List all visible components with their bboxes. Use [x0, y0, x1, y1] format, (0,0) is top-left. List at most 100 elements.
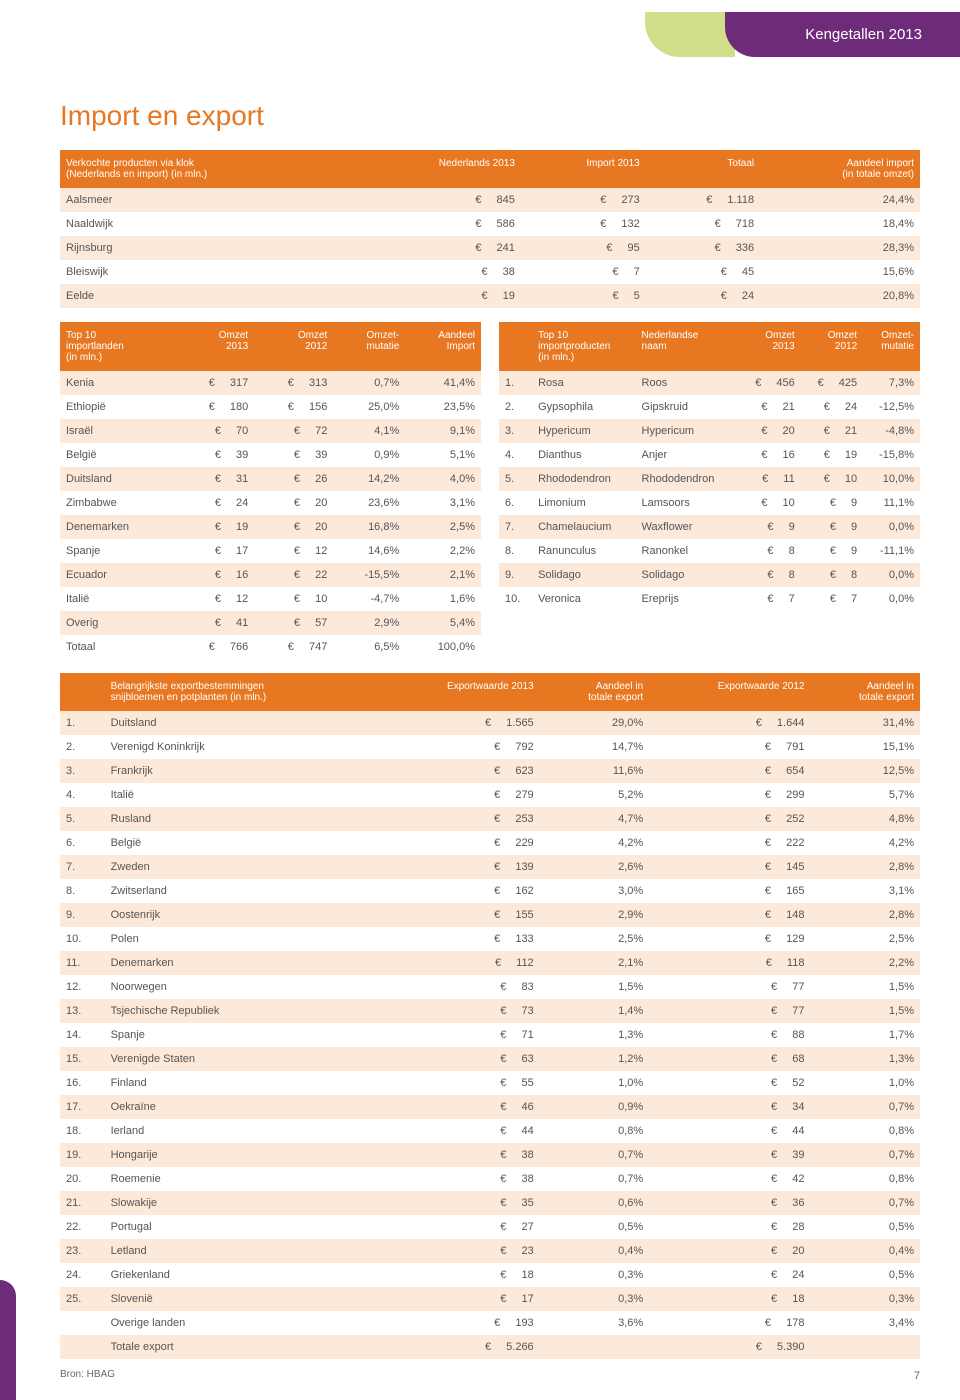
table-cell: Zweden	[105, 855, 379, 879]
table-cell: 12,5%	[810, 759, 920, 783]
table-cell: 21.	[60, 1191, 105, 1215]
table-row: 2.GypsophilaGipskruid€ 21€ 24-12,5%	[499, 395, 920, 419]
table-cell: -4,8%	[863, 419, 920, 443]
table-cell: € 16	[738, 443, 800, 467]
table-cell: € 20	[738, 419, 800, 443]
table-cell: 15.	[60, 1047, 105, 1071]
page-number: 7	[914, 1370, 920, 1382]
table-row: 23.Letland€ 230,4%€ 200,4%	[60, 1239, 920, 1263]
table-cell: 2,6%	[540, 855, 650, 879]
table-cell: 5,4%	[405, 611, 481, 635]
table-cell: 25,0%	[333, 395, 405, 419]
table-cell: België	[105, 831, 379, 855]
table-row: 4.DianthusAnjer€ 16€ 19-15,8%	[499, 443, 920, 467]
table-cell: 14,6%	[333, 539, 405, 563]
table-cell	[810, 1335, 920, 1359]
table-row: 11.Denemarken€ 1122,1%€ 1182,2%	[60, 951, 920, 975]
table-cell: 2,2%	[405, 539, 481, 563]
table-cell: Zwitserland	[105, 879, 379, 903]
table-cell: 3,1%	[405, 491, 481, 515]
table-cell: 18,4%	[760, 212, 920, 236]
table-cell: € 16	[175, 563, 254, 587]
table-cell: € 1.118	[646, 188, 760, 212]
table-row: 2.Verenigd Koninkrijk€ 79214,7%€ 79115,1…	[60, 735, 920, 759]
table-cell: 3,0%	[540, 879, 650, 903]
table-cell: € 52	[649, 1071, 810, 1095]
table-cell: 7,3%	[863, 371, 920, 395]
table-cell: 4.	[499, 443, 532, 467]
table-cell: Oostenrijk	[105, 903, 379, 927]
table-cell: Ranunculus	[532, 539, 635, 563]
table-cell: 3,6%	[540, 1311, 650, 1335]
table-header-cell: Import 2013	[521, 150, 646, 188]
table-cell: 18.	[60, 1119, 105, 1143]
table-cell: Denemarken	[60, 515, 175, 539]
table-cell: € 180	[175, 395, 254, 419]
table-row: Denemarken€ 19€ 2016,8%2,5%	[60, 515, 481, 539]
source-label: Bron: HBAG	[60, 1369, 920, 1380]
table-cell: € 1.565	[378, 711, 539, 735]
table-cell: € 229	[378, 831, 539, 855]
table-cell: 13.	[60, 999, 105, 1023]
table-cell: € 19	[175, 515, 254, 539]
table-cell: Verenigd Koninkrijk	[105, 735, 379, 759]
table-cell: € 73	[378, 999, 539, 1023]
table-row: Overig€ 41€ 572,9%5,4%	[60, 611, 481, 635]
table-cell: 24,4%	[760, 188, 920, 212]
table-cell: 1,5%	[810, 999, 920, 1023]
table-cell: € 747	[254, 635, 333, 659]
table-cell: € 88	[649, 1023, 810, 1047]
table-cell: € 31	[175, 467, 254, 491]
table-cell: € 83	[378, 975, 539, 999]
table-cell: Rosa	[532, 371, 635, 395]
table-cell: € 336	[646, 236, 760, 260]
table-cell: € 5	[521, 284, 646, 308]
table-cell: 0,3%	[540, 1287, 650, 1311]
table-cell: 8.	[499, 539, 532, 563]
table-cell: Overige landen	[105, 1311, 379, 1335]
table-cell: € 41	[175, 611, 254, 635]
table-cell	[60, 1335, 105, 1359]
table-cell: 0,7%	[540, 1143, 650, 1167]
table-row: 25.Slovenië€ 170,3%€ 180,3%	[60, 1287, 920, 1311]
table-cell: Rusland	[105, 807, 379, 831]
table-cell: Lamsoors	[636, 491, 739, 515]
table-cell: € 21	[738, 395, 800, 419]
table-row: 5.RhododendronRhododendron€ 11€ 1010,0%	[499, 467, 920, 491]
table-cell: € 156	[254, 395, 333, 419]
table-cell: € 38	[378, 1143, 539, 1167]
table-cell: 15,6%	[760, 260, 920, 284]
table-cell: € 317	[175, 371, 254, 395]
table-row: Aalsmeer€ 845€ 273€ 1.11824,4%	[60, 188, 920, 212]
table-verkochte-producten: Verkochte producten via klok (Nederlands…	[60, 150, 920, 308]
table-header-cell: Aandeel Import	[405, 322, 481, 371]
table-cell: € 46	[378, 1095, 539, 1119]
table-row: Zimbabwe€ 24€ 2023,6%3,1%	[60, 491, 481, 515]
table-row: 6.België€ 2294,2%€ 2224,2%	[60, 831, 920, 855]
table-cell: 23.	[60, 1239, 105, 1263]
table-cell: Frankrijk	[105, 759, 379, 783]
table-cell: 9,1%	[405, 419, 481, 443]
table-cell: 10.	[60, 927, 105, 951]
bottom-left-accent	[0, 1280, 16, 1400]
table-cell: € 24	[175, 491, 254, 515]
table-row: 20.Roemenie€ 380,7%€ 420,8%	[60, 1167, 920, 1191]
table-cell: 2,1%	[540, 951, 650, 975]
table-cell: € 8	[801, 563, 863, 587]
table-cell: 1,0%	[540, 1071, 650, 1095]
table-row: Naaldwijk€ 586€ 132€ 71818,4%	[60, 212, 920, 236]
table-cell: 0,4%	[540, 1239, 650, 1263]
table-cell: € 72	[254, 419, 333, 443]
table-cell: 1,5%	[810, 975, 920, 999]
table-cell: 1,3%	[540, 1023, 650, 1047]
table-cell: Kenia	[60, 371, 175, 395]
table-cell: € 252	[649, 807, 810, 831]
table-cell: € 71	[378, 1023, 539, 1047]
table-cell: 0,7%	[540, 1167, 650, 1191]
table-cell: Ethiopië	[60, 395, 175, 419]
table-cell: Hongarije	[105, 1143, 379, 1167]
table-cell: € 63	[378, 1047, 539, 1071]
table-cell: € 792	[378, 735, 539, 759]
table-cell: € 8	[738, 539, 800, 563]
table-cell: 1,0%	[810, 1071, 920, 1095]
